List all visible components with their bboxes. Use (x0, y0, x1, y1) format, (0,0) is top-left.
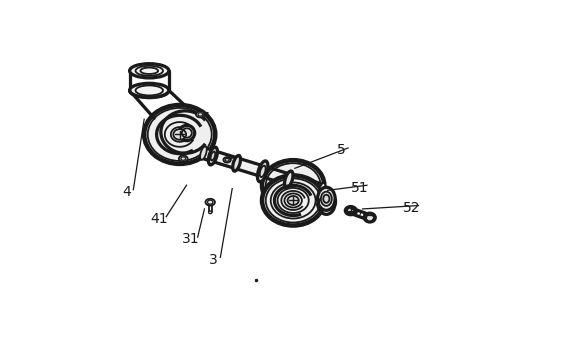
Ellipse shape (365, 213, 375, 222)
Ellipse shape (321, 192, 332, 206)
Text: 41: 41 (151, 212, 168, 226)
Ellipse shape (345, 207, 356, 215)
Text: 31: 31 (182, 233, 200, 246)
Ellipse shape (285, 171, 293, 188)
Text: 4: 4 (122, 185, 131, 199)
Ellipse shape (233, 155, 241, 171)
Ellipse shape (196, 112, 205, 117)
Polygon shape (202, 148, 324, 195)
Ellipse shape (208, 211, 212, 214)
Ellipse shape (319, 183, 325, 197)
Ellipse shape (179, 156, 188, 161)
Ellipse shape (258, 161, 268, 182)
Ellipse shape (144, 105, 215, 164)
Ellipse shape (262, 160, 324, 210)
Ellipse shape (224, 157, 231, 163)
Ellipse shape (288, 196, 299, 205)
Ellipse shape (262, 175, 324, 225)
Ellipse shape (205, 199, 215, 206)
Text: 3: 3 (209, 253, 218, 267)
Ellipse shape (130, 64, 169, 78)
Ellipse shape (200, 146, 207, 160)
Text: 51: 51 (351, 181, 369, 194)
Ellipse shape (151, 138, 157, 145)
Ellipse shape (173, 129, 186, 140)
Ellipse shape (318, 187, 335, 210)
Ellipse shape (208, 147, 217, 165)
Ellipse shape (130, 83, 169, 98)
Text: 5: 5 (337, 143, 346, 157)
Text: 52: 52 (403, 201, 421, 215)
Ellipse shape (179, 125, 195, 141)
